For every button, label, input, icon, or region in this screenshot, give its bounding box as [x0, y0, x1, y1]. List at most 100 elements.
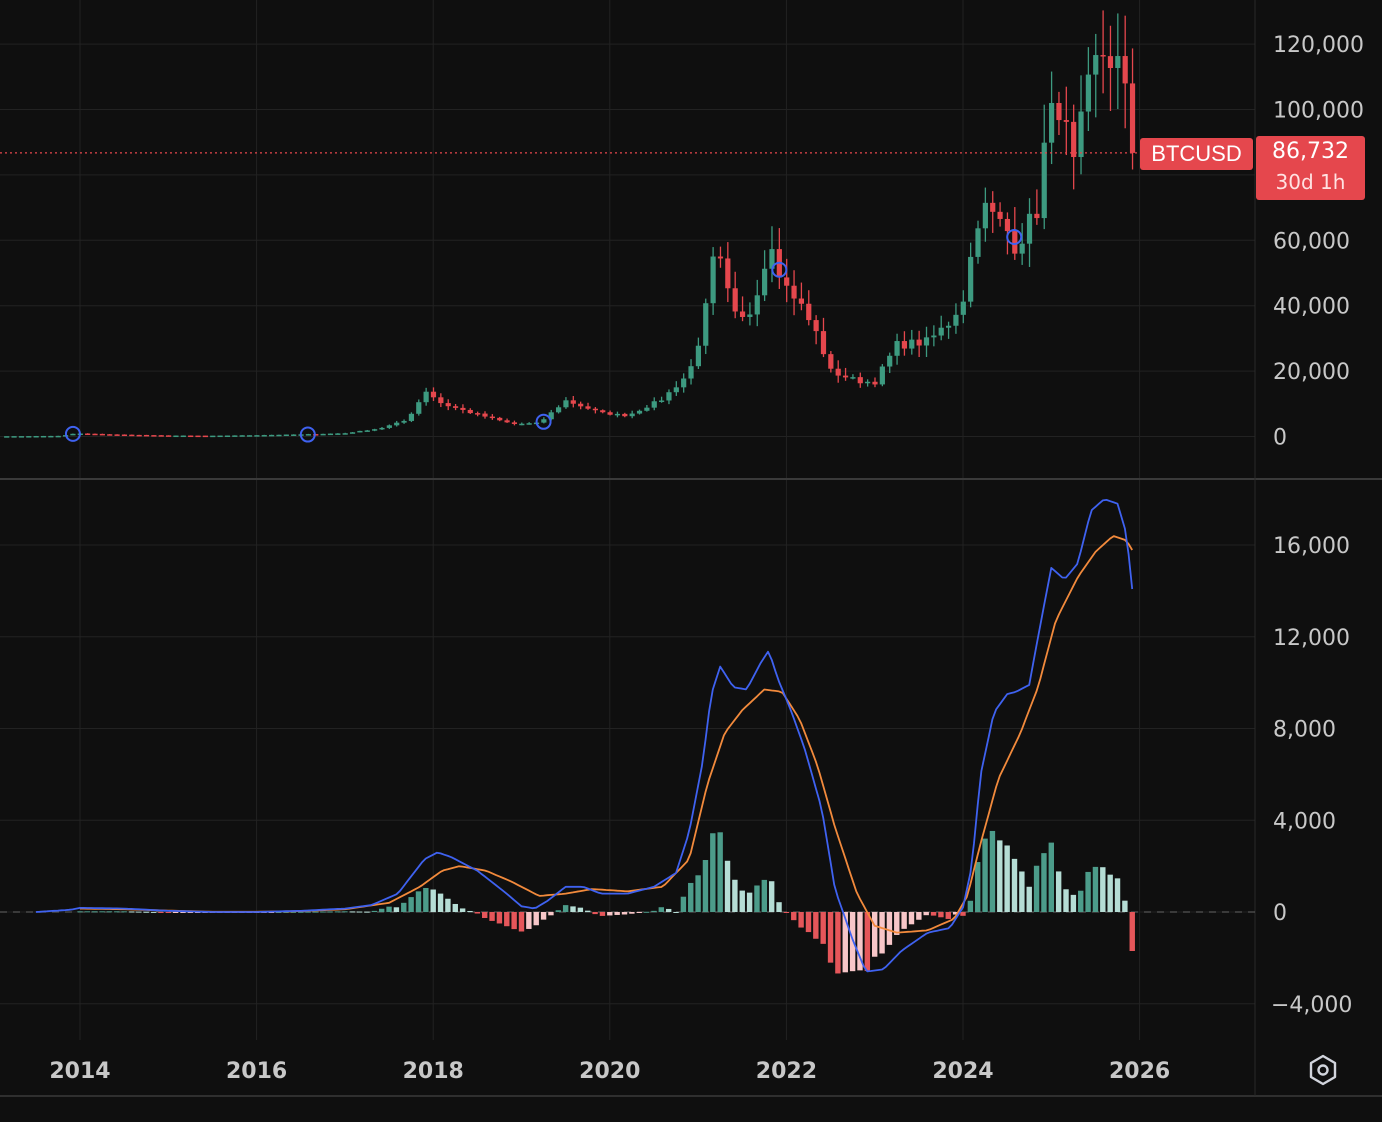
candle-body[interactable]	[261, 435, 267, 437]
candle-body[interactable]	[887, 355, 893, 367]
candle-body[interactable]	[813, 320, 819, 332]
candle-body[interactable]	[798, 298, 805, 304]
candle-body[interactable]	[143, 434, 150, 437]
candle-body[interactable]	[938, 327, 944, 336]
histogram-bar[interactable]	[665, 908, 672, 912]
histogram-bar[interactable]	[327, 911, 333, 913]
candle-body[interactable]	[923, 337, 930, 346]
candle-body[interactable]	[283, 434, 289, 437]
histogram-bar[interactable]	[680, 896, 687, 912]
candle-body[interactable]	[379, 427, 385, 430]
histogram-bar[interactable]	[938, 912, 944, 918]
candle-body[interactable]	[467, 409, 473, 414]
histogram-bar[interactable]	[342, 911, 348, 913]
histogram-bar[interactable]	[165, 912, 171, 913]
histogram-bar[interactable]	[305, 911, 311, 913]
candle-body[interactable]	[320, 433, 326, 436]
histogram-bar[interactable]	[688, 882, 694, 912]
candle-body[interactable]	[511, 422, 518, 424]
histogram-bar[interactable]	[298, 911, 304, 913]
candle-body[interactable]	[997, 211, 1003, 219]
histogram-bar[interactable]	[172, 912, 179, 913]
candle-body[interactable]	[489, 416, 495, 419]
candle-body[interactable]	[879, 366, 885, 385]
histogram-bar[interactable]	[489, 912, 495, 921]
histogram-bar[interactable]	[651, 910, 657, 912]
candle-body[interactable]	[688, 366, 694, 379]
candle-body[interactable]	[33, 435, 39, 438]
candle-body[interactable]	[18, 436, 25, 438]
candle-body[interactable]	[872, 381, 878, 385]
candle-body[interactable]	[526, 423, 532, 425]
candle-body[interactable]	[607, 412, 613, 415]
candle-body[interactable]	[1041, 142, 1047, 219]
candle-body[interactable]	[276, 434, 282, 437]
histogram-bar[interactable]	[746, 892, 753, 912]
histogram-bar[interactable]	[827, 912, 834, 963]
histogram-bar[interactable]	[1114, 878, 1121, 912]
price-pane[interactable]	[0, 10, 1255, 443]
event-marker[interactable]	[64, 425, 81, 442]
histogram-bar[interactable]	[1033, 865, 1040, 912]
candle-body[interactable]	[629, 413, 635, 417]
histogram-bar[interactable]	[430, 889, 436, 912]
histogram-bar[interactable]	[886, 912, 893, 945]
histogram-bar[interactable]	[997, 840, 1003, 912]
candle-body[interactable]	[246, 435, 253, 437]
histogram-bar[interactable]	[136, 911, 142, 913]
candle-body[interactable]	[423, 391, 429, 403]
histogram-bar[interactable]	[533, 912, 539, 926]
histogram-bar[interactable]	[982, 838, 988, 912]
histogram-bar[interactable]	[378, 908, 385, 912]
candle-body[interactable]	[916, 339, 922, 346]
histogram-bar[interactable]	[92, 911, 98, 913]
macd-pane[interactable]	[35, 498, 1135, 974]
candle-body[interactable]	[497, 417, 503, 421]
histogram-bar[interactable]	[945, 912, 951, 919]
histogram-bar[interactable]	[599, 912, 606, 916]
candle-body[interactable]	[1034, 213, 1040, 219]
histogram-bar[interactable]	[813, 912, 819, 939]
histogram-bar[interactable]	[1107, 874, 1113, 912]
histogram-bar[interactable]	[143, 911, 149, 913]
candle-body[interactable]	[982, 202, 988, 229]
histogram-bar[interactable]	[636, 912, 642, 913]
candle-body[interactable]	[842, 375, 849, 378]
histogram-bar[interactable]	[562, 905, 569, 912]
candle-body[interactable]	[55, 435, 61, 438]
histogram-bar[interactable]	[658, 907, 665, 912]
histogram-bar[interactable]	[459, 908, 466, 912]
histogram-bar[interactable]	[1100, 867, 1106, 912]
candle-body[interactable]	[857, 377, 863, 384]
candle-body[interactable]	[578, 403, 584, 407]
candle-body[interactable]	[975, 228, 981, 257]
histogram-bar[interactable]	[1085, 871, 1091, 912]
histogram-bar[interactable]	[643, 911, 650, 913]
histogram-bar[interactable]	[607, 912, 613, 916]
histogram-bar[interactable]	[128, 911, 135, 913]
candle-body[interactable]	[1026, 213, 1033, 244]
candle-body[interactable]	[710, 256, 716, 304]
candle-body[interactable]	[357, 430, 363, 433]
candle-body[interactable]	[1063, 120, 1069, 122]
candle-body[interactable]	[364, 430, 370, 432]
event-marker[interactable]	[299, 426, 316, 443]
candle-body[interactable]	[1019, 243, 1025, 254]
candle-body[interactable]	[990, 202, 996, 212]
histogram-bar[interactable]	[467, 910, 473, 912]
histogram-bar[interactable]	[187, 912, 194, 913]
chart-settings-icon[interactable]	[1305, 1052, 1341, 1088]
candle-body[interactable]	[894, 341, 900, 356]
histogram-bar[interactable]	[364, 911, 370, 913]
histogram-bar[interactable]	[629, 912, 635, 914]
histogram-bar[interactable]	[989, 830, 996, 912]
candle-body[interactable]	[165, 435, 172, 437]
candle-body[interactable]	[769, 249, 775, 269]
candle-body[interactable]	[408, 413, 415, 421]
candle-body[interactable]	[482, 413, 488, 417]
histogram-bar[interactable]	[702, 860, 709, 912]
candle-body[interactable]	[210, 435, 216, 438]
histogram-bar[interactable]	[150, 911, 157, 913]
histogram-bar[interactable]	[275, 912, 282, 913]
candle-body[interactable]	[48, 435, 54, 438]
